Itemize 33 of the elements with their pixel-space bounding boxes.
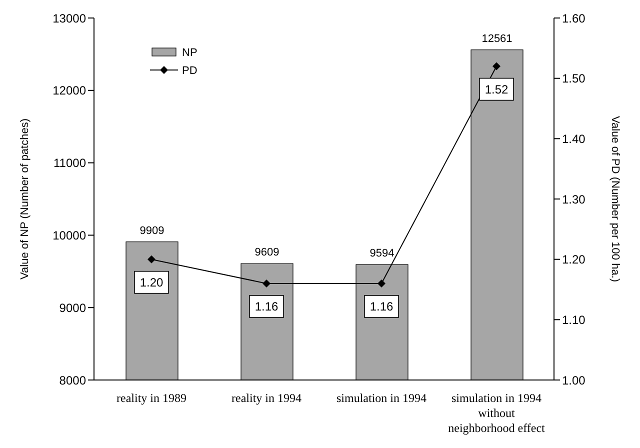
y2-tick-label: 1.30 xyxy=(562,192,586,206)
data-label: 1.16 xyxy=(254,299,278,314)
y2-tick-label: 1.10 xyxy=(562,312,586,327)
y2-tick-label: 1.00 xyxy=(562,373,586,388)
y-tick-label: 13000 xyxy=(52,11,86,26)
data-label: 1.52 xyxy=(484,82,508,96)
data-label: 9909 xyxy=(140,224,164,237)
y-axis-title: Value of NP (Number of patches) xyxy=(18,118,31,280)
data-label: 9594 xyxy=(370,248,394,260)
y-tick-label: 8000 xyxy=(59,373,86,388)
x-tick-label: reality in 1989 xyxy=(116,391,186,405)
x-tick-label: simulation in 1994 without neighborhood effect xyxy=(448,391,546,435)
y2-tick-label: 1.20 xyxy=(562,252,586,267)
y2-tick-label: 1.60 xyxy=(562,11,586,26)
y2-tick-label: 1.50 xyxy=(562,72,586,86)
y-tick-label: 11000 xyxy=(54,156,86,170)
point xyxy=(262,279,270,288)
point xyxy=(378,279,386,288)
y-tick-label: 10000 xyxy=(52,228,86,242)
y2-tick-label: 1.40 xyxy=(562,132,586,146)
y-tick-label: 9000 xyxy=(59,300,86,315)
y-tick-label: 12000 xyxy=(52,84,86,98)
data-label: 12561 xyxy=(482,32,512,45)
x-tick-label: reality in 1994 xyxy=(232,391,302,405)
y2-axis-title: Value of PD (Number per 100 ha.) xyxy=(609,116,622,282)
data-label: 9609 xyxy=(254,246,280,259)
point xyxy=(148,255,156,264)
x-tick-label: simulation in 1994 xyxy=(336,391,426,405)
data-label: 1.20 xyxy=(140,275,164,290)
legend-label: NP xyxy=(182,47,198,59)
legend-label: PD xyxy=(182,65,198,77)
point xyxy=(492,62,500,70)
data-label: 1.16 xyxy=(370,299,394,314)
